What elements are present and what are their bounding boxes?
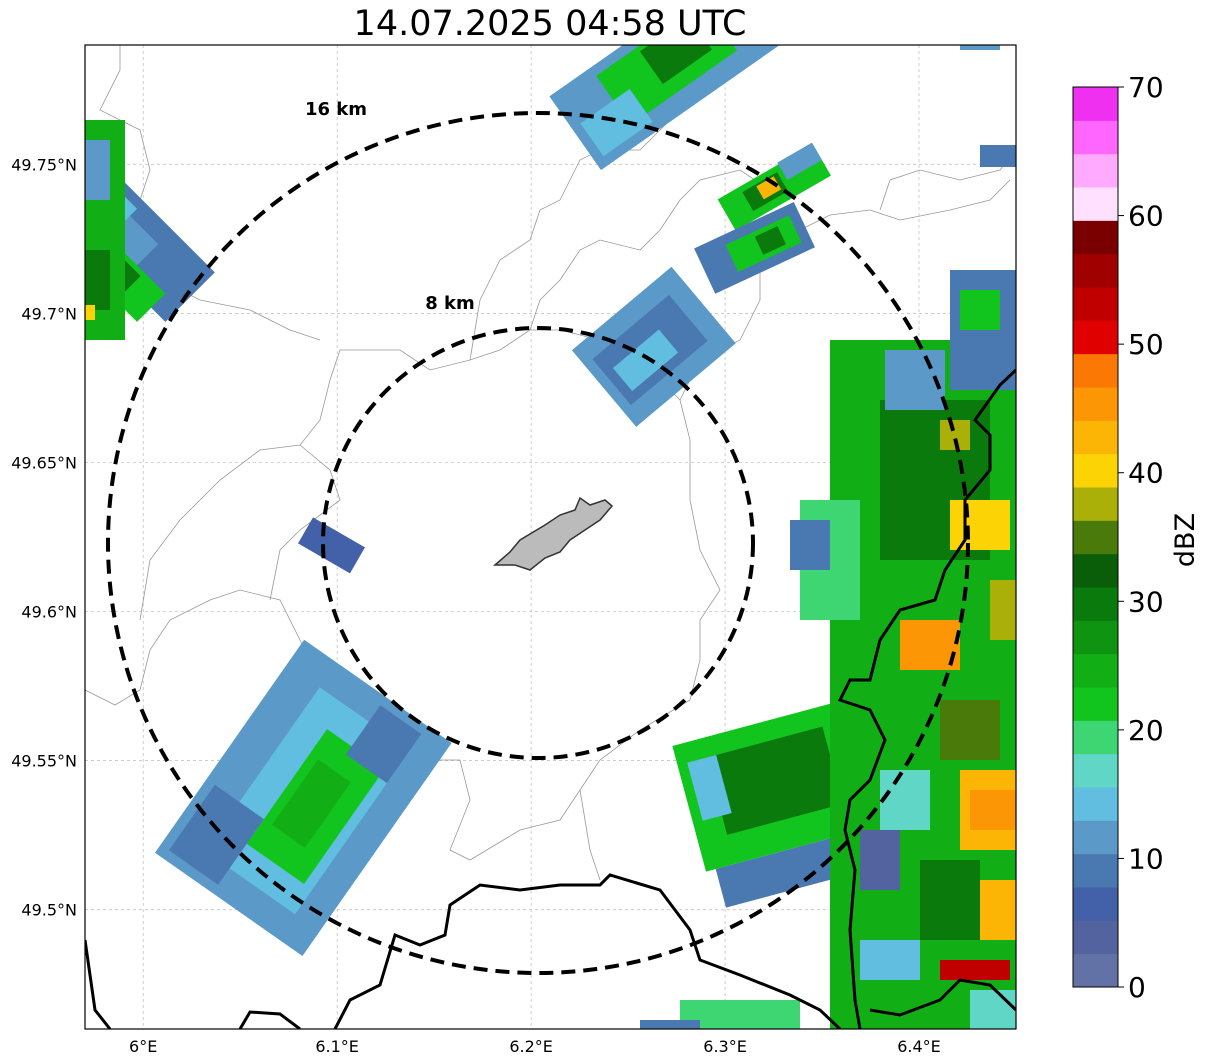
x-tick-label: 6.1°E <box>315 1037 359 1056</box>
y-tick-label: 49.7°N <box>21 304 77 323</box>
y-tick-label: 49.75°N <box>11 155 77 174</box>
x-tick-label: 6.4°E <box>897 1037 941 1056</box>
map-title: 14.07.2025 04:58 UTC <box>353 4 747 44</box>
y-tick-label: 49.55°N <box>11 752 77 771</box>
rings <box>106 111 970 975</box>
range-ring-16km <box>106 111 970 975</box>
x-tick-labels: 6°E 6.1°E 6.2°E 6.3°E 6.4°E <box>129 1037 941 1056</box>
city-outline <box>492 496 614 571</box>
ring-label-8km: 8 km <box>425 293 475 314</box>
y-tick-labels: 49.5°N 49.55°N 49.6°N 49.65°N 49.7°N 49.75°N <box>11 155 77 919</box>
x-tick-label: 6.2°E <box>509 1037 553 1056</box>
y-tick-label: 49.5°N <box>21 901 77 920</box>
range-ring-8km <box>321 326 755 760</box>
y-tick-label: 49.6°N <box>21 603 77 622</box>
radar-echoes <box>85 45 1016 1029</box>
plot-frame <box>84 44 1017 1030</box>
ring-label-16km: 16 km <box>305 99 367 120</box>
y-tick-label: 49.65°N <box>11 453 77 472</box>
x-tick-label: 6.3°E <box>703 1037 747 1056</box>
x-tick-label: 6°E <box>129 1037 157 1056</box>
